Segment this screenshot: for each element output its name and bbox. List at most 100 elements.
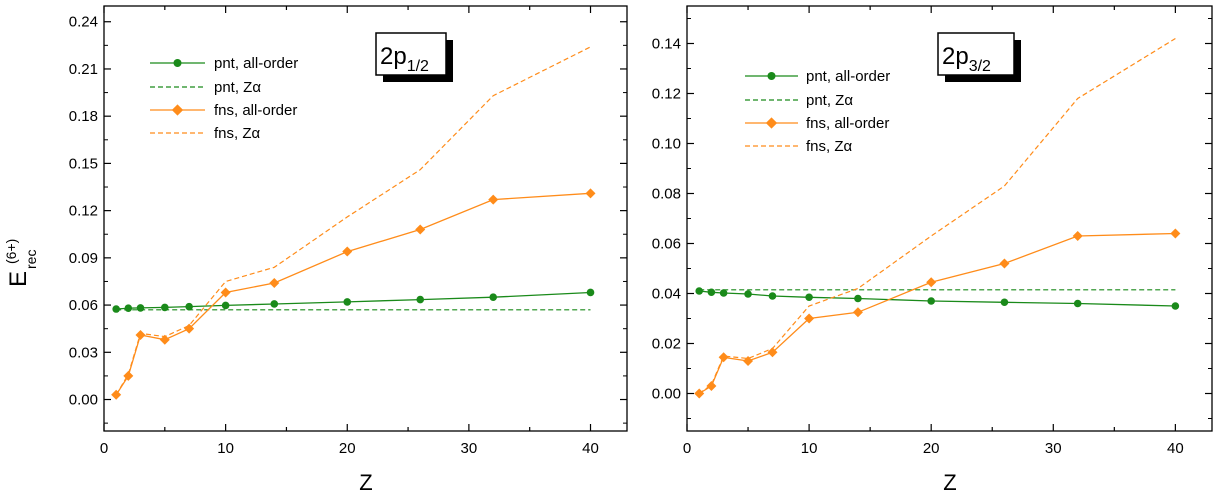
x-tick-label: 30: [461, 440, 478, 457]
data-point-diamond: [926, 277, 937, 288]
data-point-circle: [768, 292, 777, 300]
y-tick-label: 0.06: [652, 236, 681, 253]
data-point-circle: [854, 294, 862, 303]
legend-label-pnt-za: pnt, Zα: [806, 92, 853, 109]
panel-right: 0 10 20 30 40 0.00 0.02 0.04 0.06 0.08 0.10 0.12 0.1…: [652, 5, 1213, 495]
data-point-diamond: [269, 278, 280, 289]
y-tick-label: 0.12: [69, 203, 98, 220]
state-label-frame: [375, 32, 447, 76]
data-point-circle: [343, 298, 352, 306]
y-axis-label: E rec (6+): [3, 239, 39, 287]
panel-left: 0 10 20 30 40 0.00 0.03 0.06 0.09 0.12 0.15 0.18 0.2…: [69, 5, 628, 495]
y-tick-label: 0.09: [69, 250, 98, 267]
data-point-diamond: [852, 307, 863, 318]
state-label: 2p3/2: [942, 43, 991, 75]
legend-label-fns-all-order: fns, all-order: [214, 102, 297, 119]
y-tick-label: 0.00: [69, 392, 98, 409]
y-axis-label-sub: rec: [23, 250, 39, 269]
data-point-diamond: [415, 224, 426, 235]
data-point-circle: [1073, 299, 1082, 308]
x-tick-label: 40: [1167, 440, 1184, 457]
y-tick-label: 0.12: [652, 86, 681, 103]
y-tick-label: 0.10: [652, 136, 681, 153]
x-axis-label: Z: [943, 470, 956, 495]
legend-label-pnt-za: pnt, Zα: [214, 79, 261, 96]
x-tick-label: 40: [582, 440, 599, 457]
x-tick-label: 20: [923, 440, 940, 457]
data-point-diamond: [220, 287, 231, 298]
data-point-circle: [805, 293, 813, 302]
x-tick-label: 0: [683, 440, 691, 457]
data-point-circle: [221, 301, 230, 310]
series-layer: [694, 37, 1181, 399]
state-label-frame: [937, 32, 1015, 76]
data-point-circle: [270, 300, 279, 308]
plot-frame: [103, 5, 628, 432]
legend-marker-fns-all-order: [171, 104, 184, 116]
state-label: 2p1/2: [380, 43, 429, 75]
data-point-circle: [744, 290, 752, 298]
data-point-diamond: [488, 194, 499, 205]
series-line-3: [115, 46, 591, 396]
x-tick-label: 10: [801, 440, 818, 457]
y-tick-label: 0.08: [652, 186, 681, 203]
series-line-2: [115, 192, 591, 396]
legend-label-pnt-all-order: pnt, all-order: [806, 68, 890, 85]
data-point-diamond: [159, 334, 170, 345]
data-point-diamond: [585, 188, 596, 199]
data-point-diamond: [342, 246, 353, 257]
data-point-diamond: [804, 313, 815, 324]
data-point-circle: [927, 297, 935, 305]
data-point-diamond: [999, 258, 1010, 269]
data-point-circle: [416, 295, 425, 304]
x-tick-label: 30: [1045, 440, 1062, 457]
tick-layer: 0 10 20 30 40 0.00 0.02 0.04 0.06 0.08 0.10 0.12 0.1…: [652, 6, 1212, 457]
x-axis-label: Z: [359, 470, 372, 495]
legend: pnt, all-order pnt, Zα fns, all-order fn…: [745, 68, 890, 155]
y-tick-label: 0.21: [69, 61, 98, 78]
legend-label-pnt-all-order: pnt, all-order: [214, 55, 298, 72]
state-label-box: 2p1/2: [375, 32, 453, 82]
y-tick-label: 0.02: [652, 336, 681, 353]
series-line-3: [698, 37, 1176, 394]
data-point-circle: [586, 288, 595, 297]
y-tick-label: 0.18: [69, 108, 98, 125]
legend-marker-fns-all-order: [765, 117, 778, 129]
data-point-diamond: [1170, 228, 1181, 239]
data-point-circle: [719, 289, 728, 297]
series-line-2: [698, 232, 1176, 395]
y-tick-label: 0.03: [69, 344, 98, 361]
x-tick-label: 10: [217, 440, 234, 457]
data-point-circle: [1171, 302, 1180, 310]
legend-label-fns-all-order: fns, all-order: [806, 115, 889, 132]
y-tick-label: 0.06: [69, 297, 98, 314]
data-point-diamond: [706, 381, 717, 391]
data-point-circle: [112, 305, 120, 313]
legend-label-fns-za: fns, Zα: [806, 138, 853, 155]
legend: pnt, all-order pnt, Zα fns, all-order fn…: [150, 55, 298, 142]
data-point-circle: [124, 304, 133, 313]
y-axis-label-main: E: [5, 271, 32, 287]
data-point-circle: [1000, 298, 1009, 307]
data-point-diamond: [111, 389, 122, 400]
y-tick-label: 0.00: [652, 386, 681, 403]
x-tick-label: 0: [100, 440, 108, 457]
y-tick-label: 0.04: [652, 286, 681, 303]
data-point-circle: [185, 302, 193, 311]
series-layer: [111, 46, 596, 400]
x-tick-label: 20: [339, 440, 356, 457]
legend-marker-pnt-all-order: [173, 59, 182, 67]
y-axis-label-sup: (6+): [3, 239, 19, 264]
data-point-circle: [695, 287, 704, 295]
y-tick-label: 0.15: [69, 155, 98, 172]
data-point-circle: [136, 304, 145, 312]
y-tick-label: 0.14: [652, 36, 681, 53]
data-point-diamond: [718, 352, 729, 363]
data-point-circle: [489, 293, 498, 302]
legend-label-fns-za: fns, Zα: [214, 125, 261, 142]
state-label-box: 2p3/2: [937, 32, 1021, 82]
legend-marker-pnt-all-order: [767, 72, 776, 80]
data-point-diamond: [767, 347, 778, 358]
data-point-diamond: [1072, 231, 1083, 241]
